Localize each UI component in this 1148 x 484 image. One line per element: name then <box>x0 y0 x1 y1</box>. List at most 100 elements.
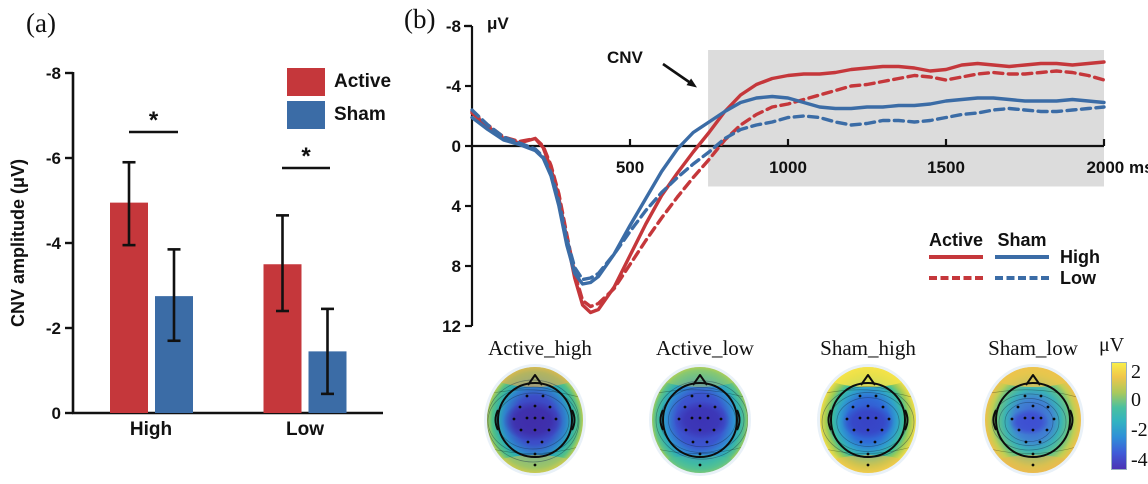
erp-curve-sham-low <box>470 105 1106 282</box>
electrode-dot <box>851 405 855 409</box>
legend-b-line-sham-high <box>995 255 1049 259</box>
topo-negativity-blob <box>674 401 730 439</box>
electrode-dot <box>690 394 694 398</box>
electrode-dot <box>713 405 717 409</box>
electrode-dot <box>1023 394 1027 398</box>
legend-swatch-active <box>287 68 325 96</box>
electrode-dot <box>533 404 537 408</box>
electrode-dot <box>548 405 552 409</box>
topo-contour <box>820 389 916 399</box>
left-ear <box>827 409 832 431</box>
topo-contour <box>836 397 900 447</box>
head-outline <box>830 382 906 458</box>
topo-contour <box>985 389 1081 399</box>
b-y-tick-label: 8 <box>452 257 461 276</box>
topo-negativity-blob <box>842 405 894 439</box>
topo-bottom-accent <box>821 455 915 473</box>
electrode-dot <box>547 428 551 432</box>
category-label-high: High <box>129 419 173 440</box>
topomap-active_high <box>484 364 586 476</box>
cnv-arrowhead <box>686 78 697 88</box>
left-ear <box>494 409 499 431</box>
a-y-tick-label: -4 <box>46 234 62 253</box>
sig-asterisk: * <box>301 143 311 170</box>
topomap-sham_high <box>817 364 919 476</box>
b-x-tick-label: 500 <box>616 158 644 177</box>
legend-b-row-low: Low <box>1060 268 1096 288</box>
topo-top-accent <box>986 367 1080 387</box>
electrode-dot <box>698 404 702 408</box>
electrode-dot <box>705 440 709 444</box>
electrode-dot <box>712 428 716 432</box>
nose <box>692 374 708 386</box>
right-ear <box>1069 409 1074 431</box>
topo-bottom-accent <box>986 455 1080 473</box>
electrode-dot <box>540 440 544 444</box>
electrode-dot <box>866 416 870 420</box>
electrode-dot <box>533 463 537 467</box>
electrode-dot <box>866 463 870 467</box>
cnv-annotation-label: CNV <box>607 48 643 67</box>
electrode-dot <box>519 428 523 432</box>
electrode-dot <box>881 405 885 409</box>
a-y-tick-label: -6 <box>46 149 61 168</box>
topo-contour <box>496 392 570 450</box>
legend-b-line-active-low <box>929 276 983 280</box>
b-y-tick-label: -4 <box>446 77 462 96</box>
electrode-dot <box>683 405 687 409</box>
topomap-label-sham-low: Sham_low <box>988 336 1078 360</box>
topo-negativity-blob <box>503 401 563 441</box>
electrode-dot <box>866 404 870 408</box>
electrode-dot <box>1052 417 1056 421</box>
b-x-tick-label: 1500 <box>927 158 965 177</box>
topo-bottom-accent <box>653 455 747 473</box>
panel-a-label: (a) <box>26 8 56 38</box>
electrode-dot <box>512 417 516 421</box>
topo-top-accent <box>821 367 915 387</box>
electrode-dot <box>852 428 856 432</box>
topo-contour <box>487 389 583 399</box>
topomap-label-sham-high: Sham_high <box>820 336 916 360</box>
electrode-dot <box>541 394 545 398</box>
topo-contour <box>655 380 748 460</box>
a-y-tick-label: -2 <box>46 319 61 338</box>
topo-contour <box>991 393 1067 451</box>
legend-swatch-sham <box>287 101 325 129</box>
b-y-tick-label: 12 <box>442 317 461 336</box>
left-ear <box>992 409 997 431</box>
nose <box>860 374 876 386</box>
electrode-dot <box>706 416 710 420</box>
b-y-tick-label: 4 <box>452 197 462 216</box>
electrode-dot <box>719 417 723 421</box>
electrode-dot <box>874 416 878 420</box>
topo-contour <box>668 392 736 448</box>
topo-contour <box>487 386 579 456</box>
head-outline <box>497 382 573 458</box>
legend-label-active: Active <box>334 71 392 92</box>
electrode-dot <box>1023 416 1027 420</box>
bar-chart-ylabel: CNV amplitude (μV) <box>8 158 28 328</box>
electrode-dot <box>690 416 694 420</box>
electrode-dot <box>1031 416 1035 420</box>
electrode-dot <box>698 428 702 432</box>
electrode-dot <box>1031 428 1035 432</box>
topo-contour <box>998 398 1060 446</box>
b-y-tick-label: 0 <box>452 137 461 156</box>
electrode-dot <box>1016 405 1020 409</box>
electrode-dot <box>1039 416 1043 420</box>
electrode-dot <box>698 463 702 467</box>
electrode-dot <box>1031 452 1035 456</box>
topomap-label-active-high: Active_high <box>488 336 592 360</box>
electrode-dot <box>845 417 849 421</box>
electrode-dot <box>866 428 870 432</box>
topo-bottom-accent <box>488 455 582 473</box>
electrode-dot <box>1010 417 1014 421</box>
topo-contour <box>652 389 748 399</box>
legend-label-sham: Sham <box>334 104 386 125</box>
topo-top-accent <box>488 367 582 387</box>
electrode-dot <box>1031 463 1035 467</box>
electrode-dot <box>887 417 891 421</box>
colorbar-tick-label: 2 <box>1131 360 1141 383</box>
